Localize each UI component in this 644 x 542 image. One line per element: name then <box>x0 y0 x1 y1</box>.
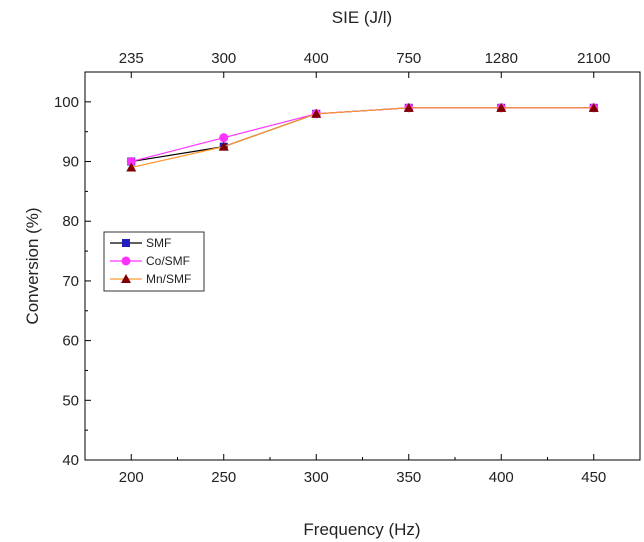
y-tick-label: 40 <box>62 452 79 469</box>
x-tick-label: 450 <box>581 469 606 486</box>
series-layer <box>126 102 599 172</box>
data-point <box>311 108 322 118</box>
legend-item: SMF <box>110 236 171 250</box>
x2-tick-label: 400 <box>304 50 329 67</box>
data-point <box>403 102 414 112</box>
data-point <box>218 141 229 151</box>
series-line <box>131 107 594 163</box>
series-mn-smf <box>126 102 599 172</box>
legend-label: Co/SMF <box>146 254 190 268</box>
x-tick-label: 250 <box>211 469 236 486</box>
data-point <box>126 162 137 172</box>
y-axis-title: Conversion (%) <box>23 207 42 324</box>
legend-marker <box>122 239 130 247</box>
series-co-smf <box>126 103 599 167</box>
x2-tick-label: 300 <box>211 50 236 67</box>
ticks: 200 250 300 350 400 450 235 300 400 750 1280 2100 40… <box>54 50 610 486</box>
x2-axis-title: SIE (J/l) <box>332 8 392 27</box>
data-point <box>126 157 136 167</box>
x2-tick-label: 2100 <box>577 50 610 67</box>
x-tick-label: 350 <box>396 469 421 486</box>
y-tick-label: 100 <box>54 94 79 111</box>
data-point <box>588 102 599 112</box>
series-line <box>131 107 594 163</box>
x-tick-label: 400 <box>489 469 514 486</box>
y-tick-label: 80 <box>62 213 79 230</box>
x2-tick-label: 750 <box>396 50 421 67</box>
y-tick-label: 60 <box>62 333 79 350</box>
series-smf <box>127 103 598 166</box>
legend-item: Mn/SMF <box>110 272 191 286</box>
data-point <box>496 102 507 112</box>
series-line <box>131 107 594 169</box>
legend-item: Co/SMF <box>110 254 190 268</box>
legend-marker <box>121 274 131 283</box>
x-tick-label: 300 <box>304 469 329 486</box>
data-point <box>219 133 229 143</box>
legend-label: SMF <box>146 236 171 250</box>
legend-marker <box>121 256 131 266</box>
y-tick-label: 70 <box>62 273 79 290</box>
y-tick-label: 50 <box>62 392 79 409</box>
y-tick-label: 90 <box>62 154 79 171</box>
legend: SMF Co/SMF Mn/SMF <box>103 231 205 292</box>
x-tick-label: 200 <box>119 469 144 486</box>
x-axis-title: Frequency (Hz) <box>303 520 420 539</box>
x2-tick-label: 1280 <box>485 50 518 67</box>
x2-tick-label: 235 <box>119 50 144 67</box>
legend-label: Mn/SMF <box>146 272 191 286</box>
